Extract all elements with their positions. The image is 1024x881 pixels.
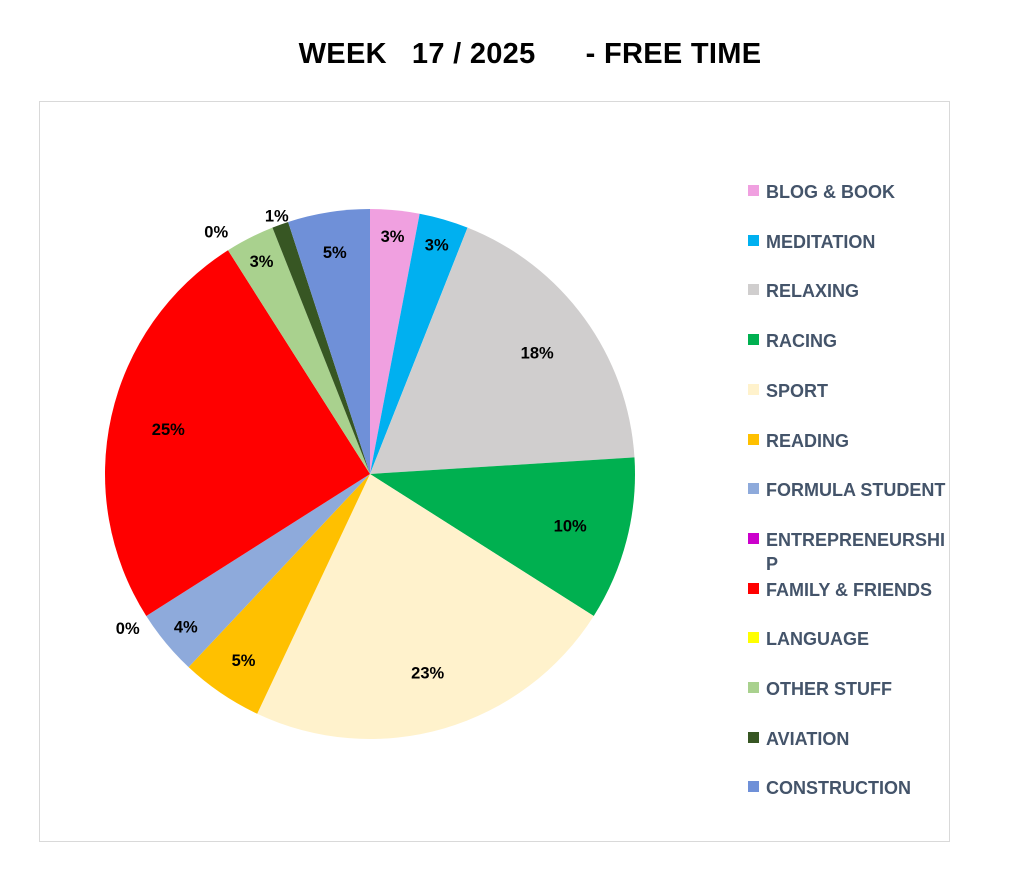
pie-slice-relaxing: [370, 227, 635, 474]
legend-label: RELAXING: [766, 281, 860, 302]
pie-slice-racing: [370, 457, 635, 616]
legend-item-sport: SPORT: [748, 379, 958, 403]
legend-item-blog-and-book: BLOG & BOOK: [748, 180, 958, 204]
legend-item-reading: READING: [748, 429, 958, 453]
legend-label: SPORT: [766, 380, 829, 401]
legend-label: OTHER STUFF: [766, 679, 892, 699]
legend-item-language: LANGUAGE: [748, 627, 958, 651]
pie-slice-reading: [188, 474, 370, 714]
pie-slice-aviation: [272, 221, 370, 474]
legend-swatch: [748, 731, 759, 743]
legend-item-family-and-friends: FAMILY & FRIENDS: [748, 578, 958, 602]
legend-swatch: [748, 383, 759, 395]
data-label-reading: 5%: [232, 652, 256, 670]
legend-label: FAMILY & FRIENDS: [766, 579, 933, 600]
legend-label: LANGUAGE: [766, 629, 869, 650]
legend-item-other-stuff: OTHER STUFF: [748, 677, 958, 701]
pie-slice-construction: [288, 209, 370, 474]
pie-slice-meditation: [370, 213, 468, 474]
data-label-aviation: 1%: [265, 207, 289, 225]
legend-label: CONSTRUCTION: [766, 778, 911, 799]
legend-item-meditation: MEDITATION: [748, 230, 958, 254]
legend-label: READING: [766, 430, 850, 451]
legend-swatch: [748, 234, 759, 246]
legend-swatch: [748, 582, 759, 594]
legend-swatch: [748, 334, 759, 346]
legend-swatch: [748, 185, 759, 196]
data-label-racing: 10%: [554, 517, 587, 535]
legend-item-relaxing: RELAXING: [748, 279, 958, 303]
data-label-formula-student: 4%: [174, 618, 198, 636]
legend-label: ENTREPRENEURSHIP: [766, 529, 946, 574]
legend-item-construction: CONSTRUCTION: [748, 776, 958, 800]
legend-item-formula-student: FORMULA STUDENT: [748, 478, 958, 502]
data-label-blog-and-book: 3%: [381, 228, 405, 246]
pie-slice-family-and-friends: [105, 250, 371, 616]
pie-slice-formula-student: [146, 474, 370, 668]
data-label-construction: 5%: [323, 244, 347, 262]
pie-slice-other-stuff: [228, 227, 370, 474]
data-label-meditation: 3%: [425, 237, 449, 255]
legend-swatch: [748, 532, 759, 544]
legend-label: RACING: [766, 331, 837, 352]
pie-slice-blog-and-book: [370, 209, 420, 474]
data-label-language: 0%: [204, 224, 228, 242]
legend-swatch: [748, 781, 759, 793]
data-label-entrepreneurship: 0%: [116, 620, 140, 638]
legend-swatch: [748, 632, 759, 644]
data-label-relaxing: 18%: [521, 345, 554, 363]
pie-slice-sport: [257, 474, 594, 740]
legend-item-racing: RACING: [748, 329, 958, 353]
legend-label: AVIATION: [766, 728, 850, 749]
legend-swatch: [748, 284, 759, 296]
legend-label: BLOG & BOOK: [766, 182, 895, 202]
legend-item-entrepreneurship: ENTREPRENEURSHIP: [748, 528, 958, 576]
chart-title: WEEK 17 / 2025 - FREE TIME: [298, 38, 762, 70]
legend-swatch: [748, 433, 759, 445]
legend-label: MEDITATION: [766, 231, 876, 252]
legend-item-aviation: AVIATION: [748, 727, 958, 751]
chart-plot-area: [39, 101, 950, 842]
data-label-sport: 23%: [411, 665, 444, 683]
legend-swatch: [748, 682, 759, 693]
legend-label: FORMULA STUDENT: [766, 480, 946, 501]
data-label-other-stuff: 3%: [250, 253, 274, 271]
data-label-family-and-friends: 25%: [152, 421, 185, 439]
legend-swatch: [748, 483, 759, 495]
